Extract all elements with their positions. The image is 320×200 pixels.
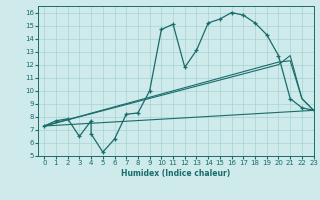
X-axis label: Humidex (Indice chaleur): Humidex (Indice chaleur) xyxy=(121,169,231,178)
